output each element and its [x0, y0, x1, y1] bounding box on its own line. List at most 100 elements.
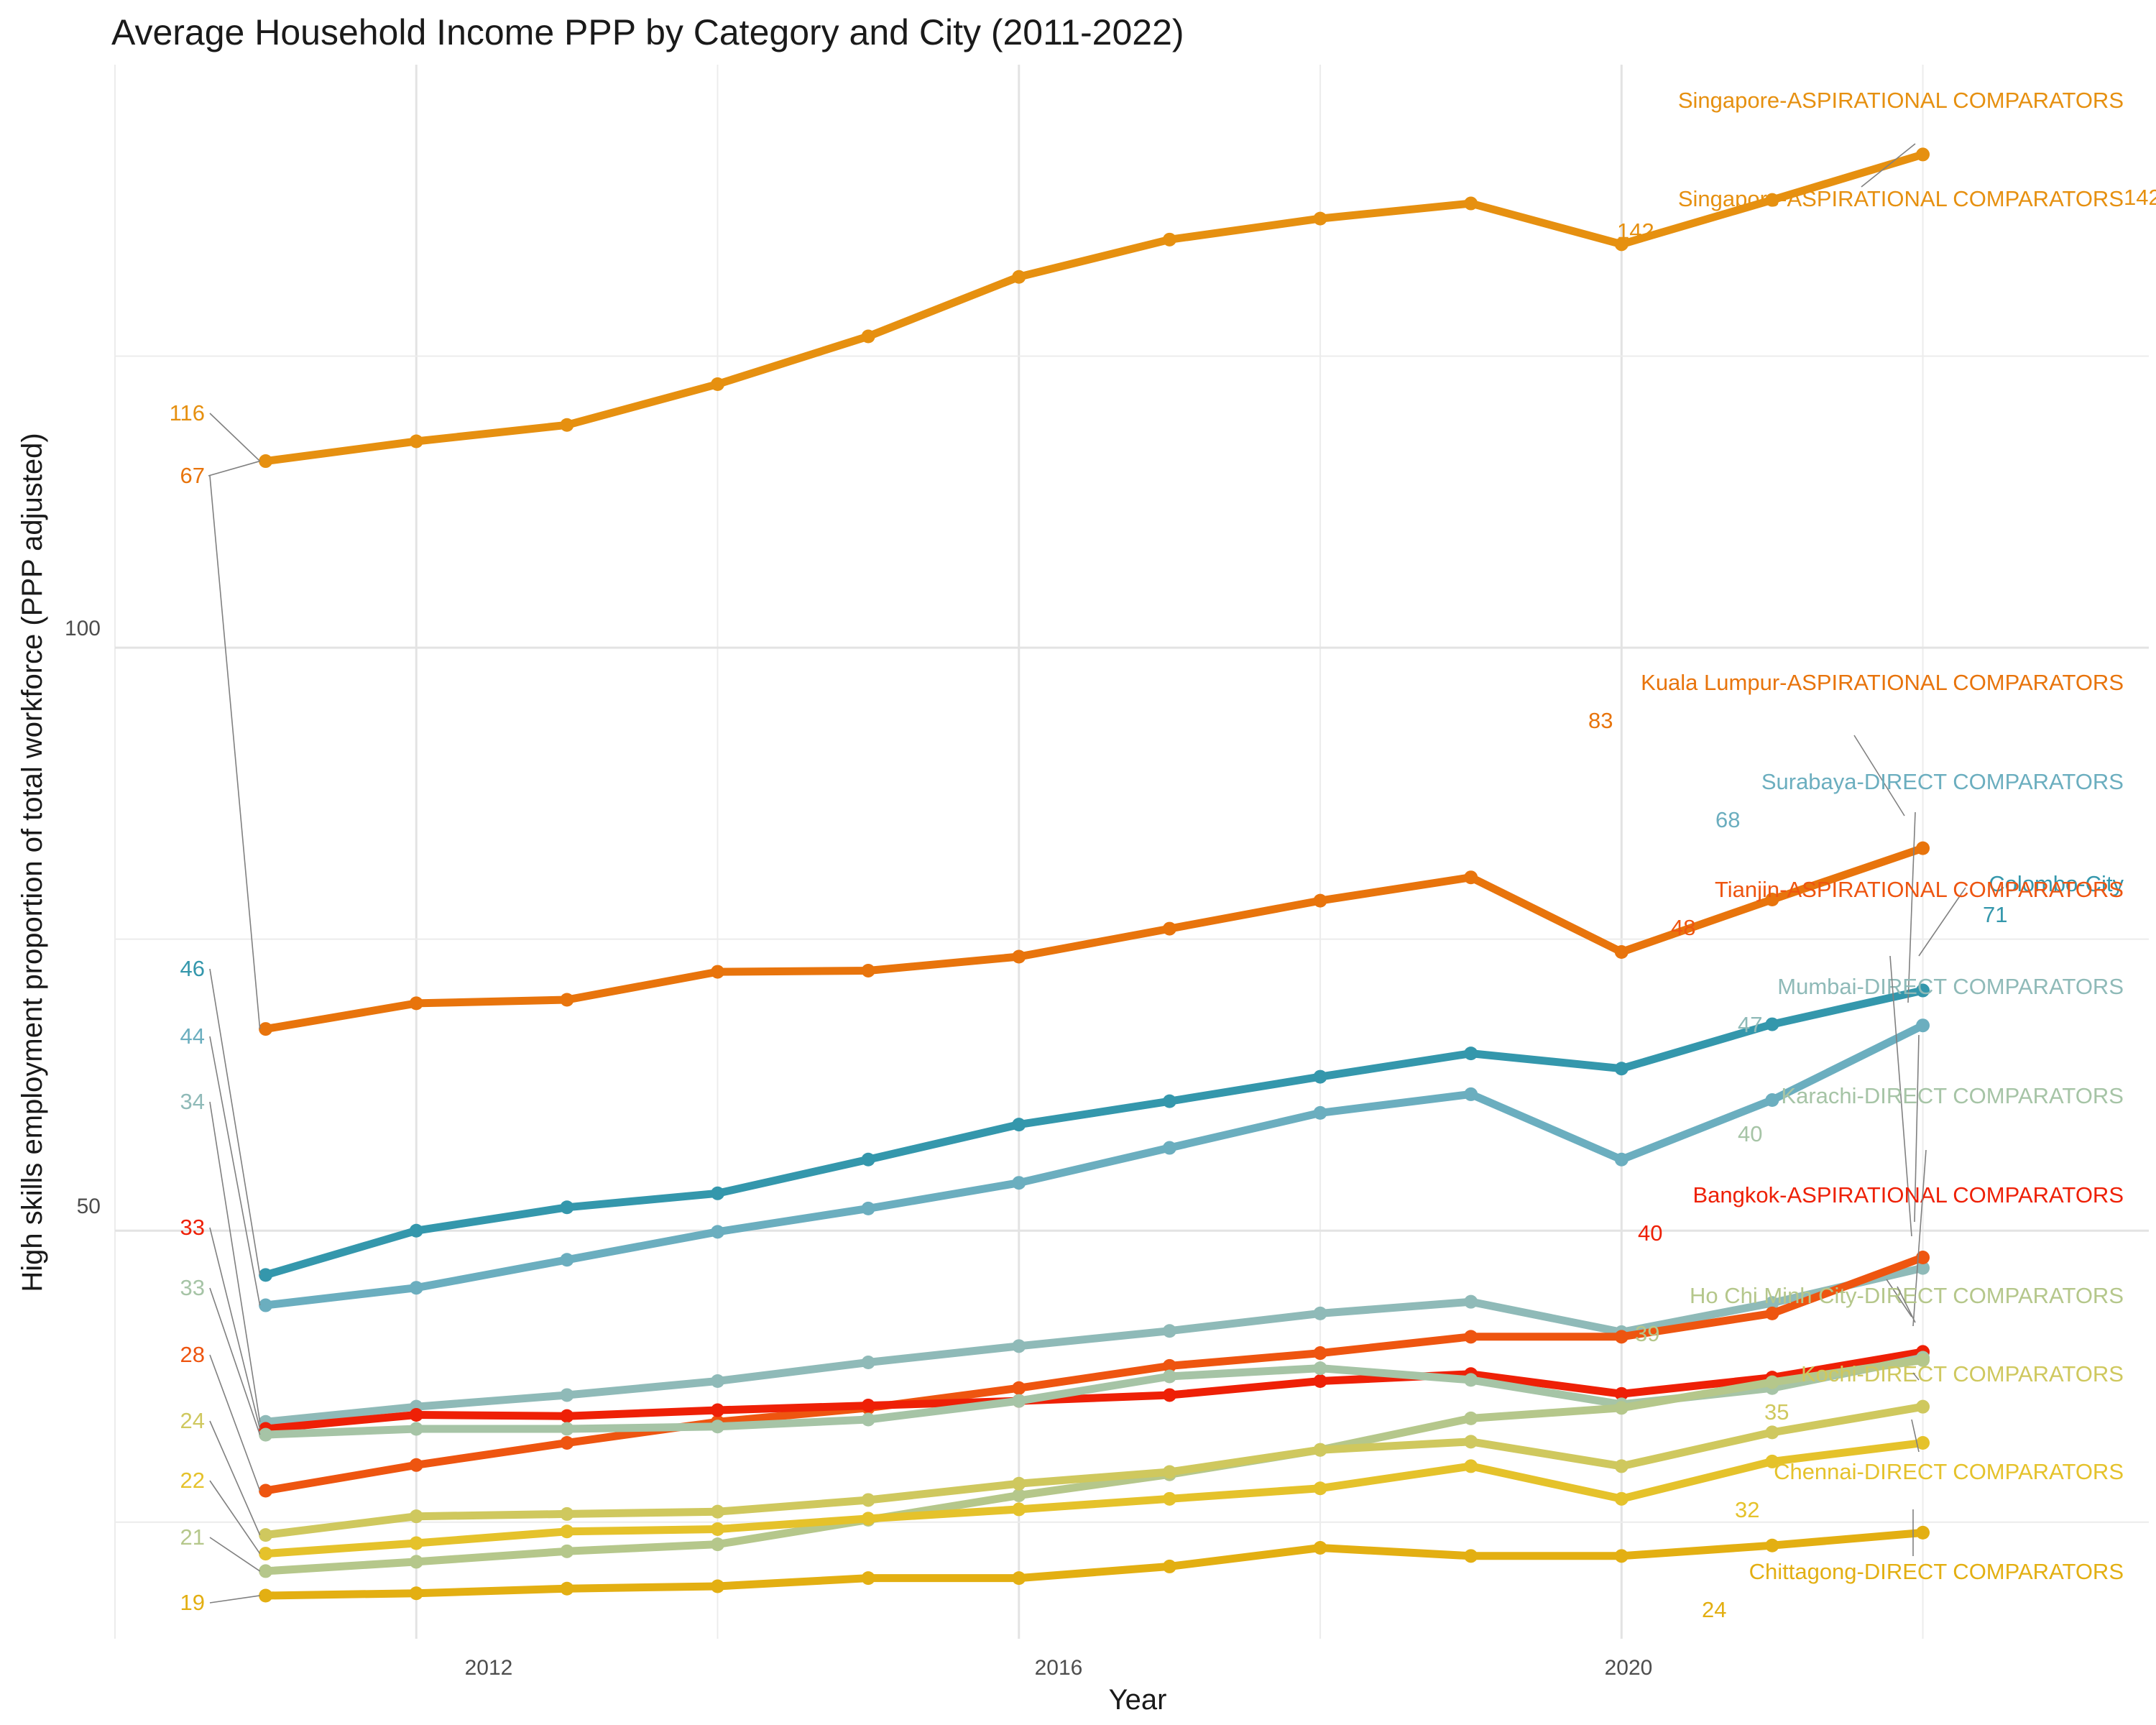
leader-line [1889, 955, 1912, 1237]
start-value-label: 34 [180, 1089, 205, 1114]
data-point [560, 1388, 574, 1402]
data-point [409, 1422, 423, 1436]
end-value-label: 24 [1702, 1597, 1726, 1622]
data-point [1916, 1261, 1930, 1275]
end-value-label: 142 [1617, 218, 1654, 244]
data-point [1313, 1346, 1327, 1361]
data-point [409, 1509, 423, 1524]
end-value-label: 68 [1715, 807, 1740, 832]
leader-line [209, 1227, 261, 1430]
data-point [259, 1547, 273, 1561]
end-value-label: 40 [1738, 1121, 1762, 1146]
data-point [1916, 1435, 1930, 1450]
data-point [861, 1356, 875, 1370]
data-point [259, 1484, 273, 1498]
data-point [1916, 1353, 1930, 1367]
data-point [560, 1544, 574, 1558]
data-point [1916, 1399, 1930, 1414]
data-point [409, 1536, 423, 1550]
leader-line [1912, 1372, 1920, 1381]
series-end-label: Bangkok-ASPIRATIONAL COMPARATORS [1693, 1182, 2124, 1208]
start-value-label: 21 [180, 1524, 205, 1550]
data-point [1765, 1538, 1779, 1552]
series-end-label: Singapore-ASPIRATIONAL COMPARATORS [1678, 186, 2124, 211]
data-point [861, 1571, 875, 1586]
start-value-label: 28 [180, 1342, 205, 1367]
leader-line [1853, 735, 1905, 816]
data-point [1162, 232, 1176, 247]
series-end-label: Ho Chi Minh City-DIRECT COMPARATORS [1690, 1283, 2124, 1308]
data-point [1162, 1358, 1176, 1373]
data-point [711, 1403, 725, 1417]
start-value-label: 33 [180, 1275, 205, 1300]
data-point [560, 1253, 574, 1267]
y-axis-title: High skills employment proportion of tot… [17, 433, 48, 1292]
end-value-label: 83 [1588, 708, 1613, 733]
data-point [1012, 1502, 1026, 1517]
data-point [1464, 1411, 1478, 1425]
series-end-label: Colombo-City [1989, 871, 2124, 896]
data-point [1012, 1476, 1026, 1491]
data-point [259, 454, 273, 469]
end-value-label: 71 [1983, 902, 2007, 927]
data-point [409, 1555, 423, 1569]
series-end-label: Kuala Lumpur-ASPIRATIONAL COMPARATORS [1641, 670, 2124, 695]
data-point [861, 1493, 875, 1507]
leader-line [209, 1287, 261, 1435]
leader-line [1912, 1149, 1927, 1327]
data-point [861, 1512, 875, 1526]
data-point [409, 1408, 423, 1422]
chart-title: Average Household Income PPP by Category… [111, 12, 1184, 52]
data-point [1765, 1454, 1779, 1468]
data-point [1313, 1105, 1327, 1120]
data-point [560, 1581, 574, 1596]
data-point [259, 1022, 273, 1036]
data-point [1012, 1176, 1026, 1190]
data-point [1916, 1018, 1930, 1033]
start-value-label: 44 [180, 1024, 205, 1049]
data-point [1765, 1093, 1779, 1108]
data-point [711, 1504, 725, 1519]
data-point [560, 418, 574, 432]
data-point [560, 1435, 574, 1450]
data-point [409, 996, 423, 1011]
start-value-label: 24 [180, 1408, 205, 1433]
data-point [861, 1152, 875, 1167]
data-point [711, 1186, 725, 1200]
leader-line [1914, 1034, 1920, 1223]
data-point [1765, 1306, 1779, 1320]
leader-line [209, 1036, 261, 1306]
end-value-label: 40 [1638, 1220, 1662, 1246]
series-end-label: Chittagong-DIRECT COMPARATORS [1749, 1559, 2124, 1584]
data-point [1313, 1374, 1327, 1388]
data-point [1012, 1488, 1026, 1502]
data-point [1614, 945, 1628, 960]
leader-line [1918, 887, 1966, 957]
series-line [262, 1356, 1927, 1576]
leader-line [209, 475, 261, 1029]
data-point [259, 1564, 273, 1578]
data-point [409, 1281, 423, 1295]
data-point [560, 1506, 574, 1521]
data-point [1614, 1330, 1628, 1344]
data-point [1614, 1459, 1628, 1473]
data-point [560, 1524, 574, 1539]
y-tick-label: 100 [65, 617, 101, 640]
data-point [1614, 1152, 1628, 1167]
leader-line [209, 1354, 261, 1491]
data-point [560, 1409, 574, 1423]
data-point [1614, 1386, 1628, 1401]
data-point [1464, 1549, 1478, 1563]
data-point [1765, 1296, 1779, 1310]
leader-line [209, 413, 261, 462]
y-tick-label: 50 [77, 1195, 101, 1218]
data-point [1614, 237, 1628, 252]
start-value-label: 67 [180, 463, 205, 488]
data-point [1765, 1375, 1779, 1389]
data-point [1162, 1094, 1176, 1108]
leader-line [209, 1595, 260, 1604]
series-end-label: Singapore-ASPIRATIONAL COMPARATORS [1678, 88, 2124, 113]
data-point [409, 434, 423, 448]
data-point [1012, 1394, 1026, 1408]
